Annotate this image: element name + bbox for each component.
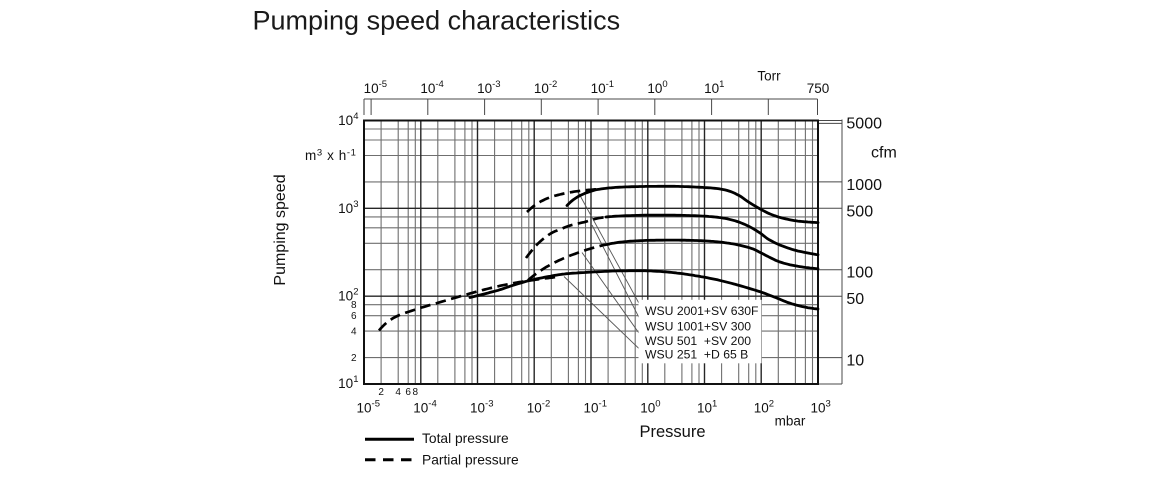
- svg-text:100: 100: [846, 265, 873, 282]
- svg-text:101: 101: [697, 399, 717, 416]
- svg-text:1000: 1000: [846, 177, 882, 194]
- svg-text:Torr: Torr: [757, 69, 781, 84]
- svg-text:500: 500: [846, 203, 873, 220]
- svg-text:10-3: 10-3: [470, 399, 493, 416]
- svg-text:cfm: cfm: [871, 145, 897, 162]
- svg-text:10-2: 10-2: [534, 79, 557, 96]
- svg-text:WSU 501 +SV 200: WSU 501 +SV 200: [645, 334, 751, 348]
- svg-text:100: 100: [640, 399, 660, 416]
- svg-text:10-1: 10-1: [591, 79, 614, 96]
- svg-text:mbar: mbar: [775, 414, 806, 429]
- svg-text:4: 4: [395, 387, 401, 398]
- svg-text:101: 101: [338, 374, 358, 391]
- svg-text:Partial pressure: Partial pressure: [422, 452, 519, 467]
- svg-text:6: 6: [405, 387, 411, 398]
- svg-text:103: 103: [811, 399, 831, 416]
- svg-text:5000: 5000: [846, 116, 882, 133]
- svg-text:10-4: 10-4: [413, 399, 436, 416]
- svg-text:10-4: 10-4: [420, 79, 443, 96]
- svg-text:10-5: 10-5: [364, 79, 387, 96]
- svg-text:104: 104: [338, 111, 358, 128]
- svg-text:Pumping speed characteristics: Pumping speed characteristics: [253, 6, 621, 36]
- svg-text:4: 4: [351, 327, 357, 338]
- svg-text:m3 x h-1: m3 x h-1: [305, 148, 357, 164]
- svg-text:Pressure: Pressure: [639, 423, 705, 441]
- svg-text:10-3: 10-3: [477, 79, 500, 96]
- svg-text:10-5: 10-5: [357, 399, 380, 416]
- svg-text:8: 8: [413, 387, 419, 398]
- svg-text:2: 2: [378, 387, 384, 398]
- svg-text:10-1: 10-1: [584, 399, 607, 416]
- svg-text:750: 750: [807, 81, 830, 96]
- svg-text:10-2: 10-2: [527, 399, 550, 416]
- svg-text:100: 100: [647, 79, 667, 96]
- svg-text:8: 8: [351, 300, 357, 311]
- svg-text:WSU 251 +D 65 B: WSU 251 +D 65 B: [645, 348, 748, 362]
- svg-text:101: 101: [704, 79, 724, 96]
- svg-text:6: 6: [351, 311, 357, 322]
- svg-text:Total pressure: Total pressure: [422, 431, 509, 446]
- svg-text:2: 2: [351, 353, 357, 364]
- svg-text:Pumping speed: Pumping speed: [272, 174, 289, 285]
- svg-text:WSU 2001+SV 630F: WSU 2001+SV 630F: [645, 304, 758, 318]
- svg-text:103: 103: [338, 199, 358, 216]
- svg-text:WSU 1001+SV 300: WSU 1001+SV 300: [645, 320, 751, 334]
- svg-text:50: 50: [846, 291, 864, 308]
- svg-text:10: 10: [846, 353, 864, 370]
- svg-text:102: 102: [754, 399, 774, 416]
